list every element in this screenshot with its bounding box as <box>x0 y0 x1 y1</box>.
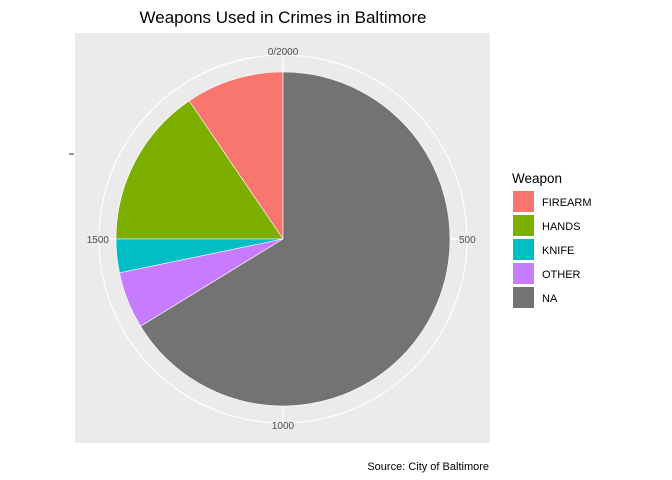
legend-key-firearm <box>513 191 534 212</box>
pie-slice-na <box>140 71 451 407</box>
radial-tick-label: 500 <box>459 235 476 246</box>
legend: FIREARM HANDS KNIFE OTHER NA <box>513 191 592 308</box>
pie-slice-firearm <box>188 71 284 240</box>
legend-label-other: OTHER <box>542 269 581 281</box>
legend-key-other <box>513 263 534 284</box>
legend-label-na: NA <box>542 293 558 305</box>
legend-label-hands: HANDS <box>542 221 581 233</box>
legend-key-knife <box>513 239 534 260</box>
legend-key-na <box>513 287 534 308</box>
chart-title: Weapons Used in Crimes in Baltimore <box>140 8 427 27</box>
slice-layer <box>115 71 451 407</box>
legend-title: Weapon <box>512 171 562 186</box>
radial-tick-label: 1500 <box>87 235 110 246</box>
legend-label-firearm: FIREARM <box>542 197 592 209</box>
radial-tick-label: 0/2000 <box>268 47 299 58</box>
pie-slice-hands <box>115 100 284 240</box>
chart-caption: Source: City of Baltimore <box>367 461 489 473</box>
legend-key-hands <box>513 215 534 236</box>
legend-label-knife: KNIFE <box>542 245 574 257</box>
tick-layer: 0/2000 500 1000 1500 <box>87 47 476 432</box>
radial-tick-label: 1000 <box>272 421 295 432</box>
